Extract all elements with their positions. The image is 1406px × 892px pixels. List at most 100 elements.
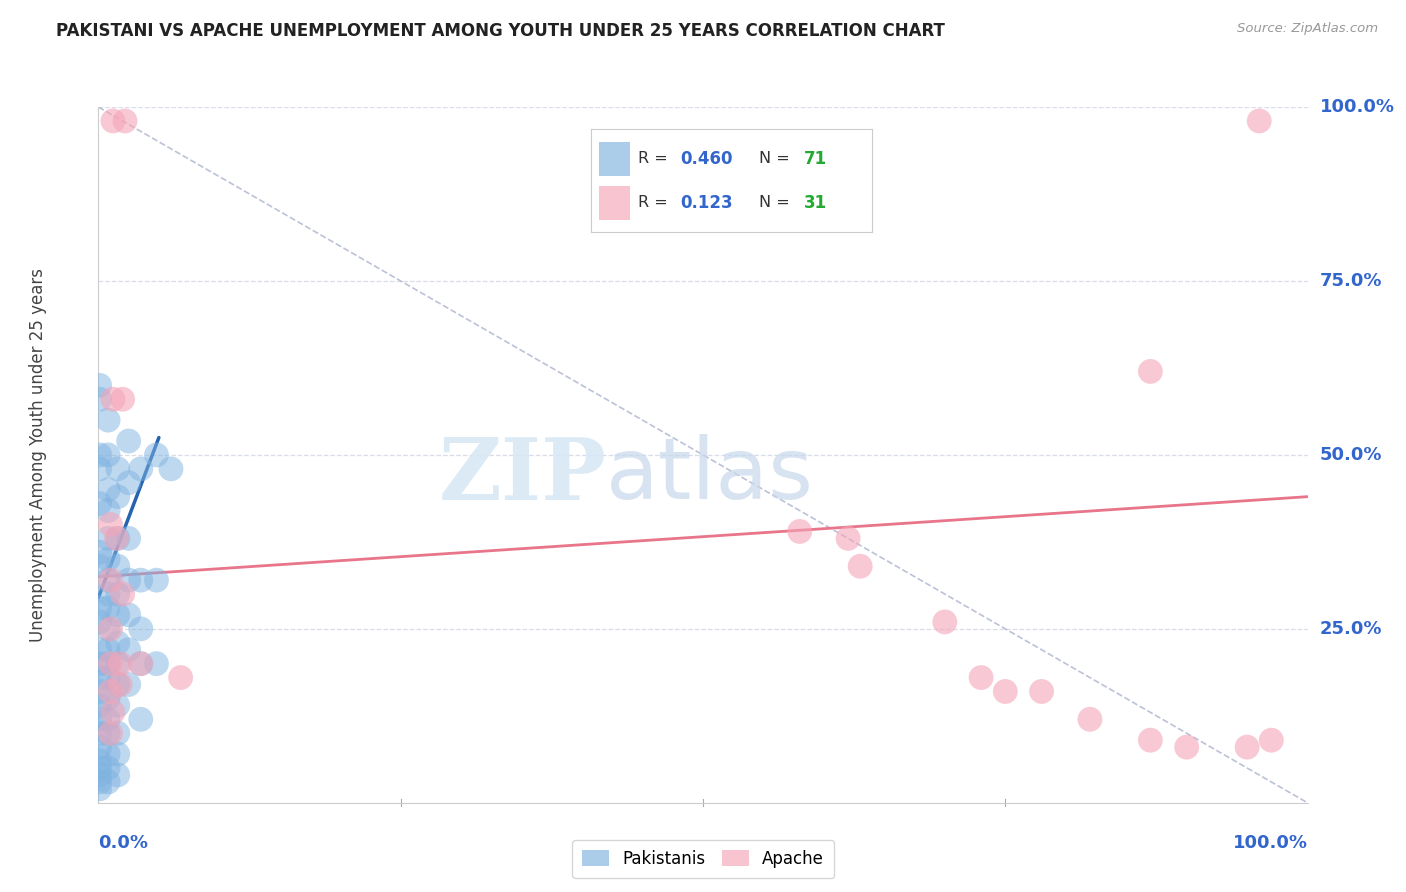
- Point: [1236, 740, 1258, 755]
- Point: [837, 532, 859, 546]
- Point: [97, 642, 120, 657]
- Point: [89, 545, 111, 559]
- Point: [89, 712, 111, 726]
- Point: [1078, 712, 1101, 726]
- Point: [1249, 114, 1271, 128]
- Text: 25.0%: 25.0%: [1320, 620, 1382, 638]
- Point: [169, 671, 191, 685]
- Point: [107, 607, 129, 622]
- Point: [129, 573, 152, 587]
- Point: [107, 462, 129, 476]
- Text: 100.0%: 100.0%: [1233, 834, 1308, 852]
- Text: Source: ZipAtlas.com: Source: ZipAtlas.com: [1237, 22, 1378, 36]
- Point: [100, 517, 122, 532]
- Point: [97, 503, 120, 517]
- Text: PAKISTANI VS APACHE UNEMPLOYMENT AMONG YOUTH UNDER 25 YEARS CORRELATION CHART: PAKISTANI VS APACHE UNEMPLOYMENT AMONG Y…: [56, 22, 945, 40]
- Point: [89, 615, 111, 629]
- Point: [129, 462, 152, 476]
- Text: N =: N =: [759, 151, 796, 166]
- Point: [89, 726, 111, 740]
- Point: [89, 392, 111, 407]
- Text: R =: R =: [638, 195, 673, 211]
- Point: [111, 392, 134, 407]
- Bar: [599, 142, 630, 176]
- Point: [111, 587, 134, 601]
- Point: [100, 622, 122, 636]
- Point: [97, 587, 120, 601]
- Point: [107, 490, 129, 504]
- Text: R =: R =: [638, 151, 673, 166]
- Point: [105, 532, 128, 546]
- Point: [97, 726, 120, 740]
- Point: [89, 448, 111, 462]
- Point: [89, 378, 111, 392]
- Point: [129, 712, 152, 726]
- Point: [89, 684, 111, 698]
- Point: [89, 740, 111, 755]
- Point: [97, 573, 120, 587]
- Point: [145, 448, 167, 462]
- Point: [100, 726, 122, 740]
- Point: [934, 615, 956, 629]
- Point: [1031, 684, 1053, 698]
- Point: [107, 768, 129, 782]
- Point: [89, 671, 111, 685]
- Point: [108, 657, 131, 671]
- Point: [97, 657, 120, 671]
- Point: [100, 657, 122, 671]
- Point: [107, 677, 129, 691]
- Point: [89, 462, 111, 476]
- Point: [97, 671, 120, 685]
- Point: [107, 636, 129, 650]
- Point: [89, 775, 111, 789]
- Point: [145, 657, 167, 671]
- Point: [97, 712, 120, 726]
- Point: [1175, 740, 1198, 755]
- Point: [107, 532, 129, 546]
- Text: N =: N =: [759, 195, 796, 211]
- Point: [97, 622, 120, 636]
- Point: [97, 775, 120, 789]
- Point: [129, 657, 152, 671]
- Point: [97, 532, 120, 546]
- Text: 0.460: 0.460: [681, 150, 733, 168]
- Point: [970, 671, 993, 685]
- Point: [97, 747, 120, 761]
- Point: [89, 657, 111, 671]
- Point: [107, 747, 129, 761]
- Point: [1139, 733, 1161, 747]
- Point: [129, 622, 152, 636]
- Legend: Pakistanis, Apache: Pakistanis, Apache: [572, 840, 834, 878]
- Point: [118, 475, 141, 490]
- Point: [89, 768, 111, 782]
- Point: [118, 642, 141, 657]
- Point: [118, 607, 141, 622]
- Point: [107, 726, 129, 740]
- Point: [97, 601, 120, 615]
- Point: [89, 698, 111, 713]
- Point: [100, 684, 122, 698]
- Text: 100.0%: 100.0%: [1320, 98, 1395, 116]
- Point: [97, 413, 120, 427]
- Text: 50.0%: 50.0%: [1320, 446, 1382, 464]
- Point: [97, 761, 120, 775]
- Point: [107, 657, 129, 671]
- Point: [101, 706, 124, 720]
- Point: [107, 559, 129, 574]
- Point: [89, 781, 111, 796]
- Point: [89, 559, 111, 574]
- Point: [849, 559, 872, 574]
- Text: atlas: atlas: [606, 434, 814, 517]
- Point: [160, 462, 183, 476]
- Point: [118, 532, 141, 546]
- Point: [118, 677, 141, 691]
- Point: [108, 677, 131, 691]
- Text: Unemployment Among Youth under 25 years: Unemployment Among Youth under 25 years: [30, 268, 46, 642]
- Point: [89, 601, 111, 615]
- Point: [1139, 364, 1161, 378]
- Point: [97, 691, 120, 706]
- Point: [1260, 733, 1282, 747]
- Point: [118, 434, 141, 448]
- Point: [118, 573, 141, 587]
- Text: ZIP: ZIP: [439, 434, 606, 517]
